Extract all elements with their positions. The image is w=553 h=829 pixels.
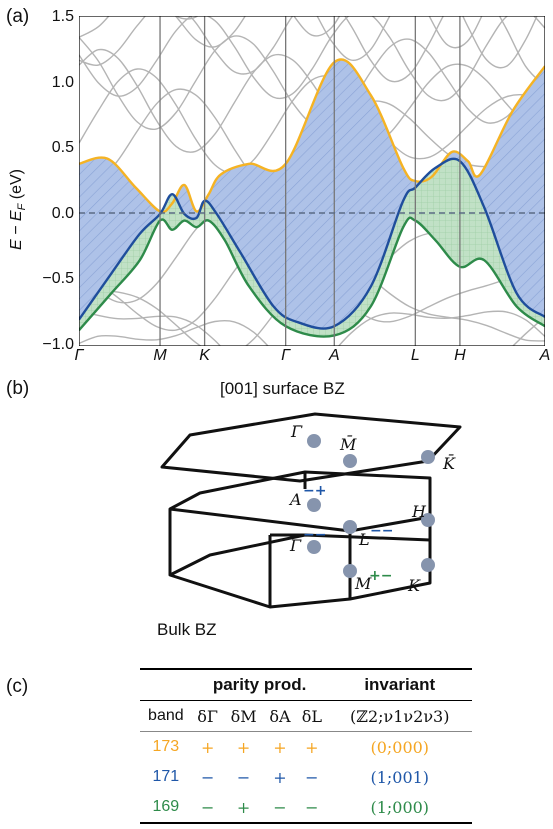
parity-cell: − xyxy=(305,797,319,817)
parity-cell: + xyxy=(236,797,251,817)
background-band-line xyxy=(79,68,545,174)
table-row: 173 + + + + (0;000) xyxy=(140,732,472,763)
label-gamma: Γ xyxy=(289,536,302,555)
background-band-line xyxy=(79,16,483,49)
header-invariant: invariant xyxy=(364,675,436,694)
parity-cell: + xyxy=(273,737,287,757)
invariant-cell: (1;001) xyxy=(370,767,430,787)
point-gamma xyxy=(307,540,321,554)
label-gamma-bar: Γ̄ xyxy=(290,422,303,441)
label-h: H xyxy=(411,502,427,521)
invariant-cell: (0;000) xyxy=(370,737,430,757)
point-m xyxy=(343,564,357,578)
background-band-line xyxy=(79,16,545,102)
point-gamma-bar xyxy=(307,434,321,448)
y-tick-label: 1.0 xyxy=(51,74,74,91)
band-line-169 xyxy=(79,216,545,338)
point-h xyxy=(421,513,435,527)
x-tick-label: L xyxy=(410,347,420,364)
col-delta-l: δL xyxy=(301,706,322,726)
point-a xyxy=(307,498,321,512)
y-axis-label: E − EF (eV) xyxy=(8,169,29,250)
background-band-line xyxy=(79,16,545,87)
point-l xyxy=(343,520,357,534)
col-invariant: (ℤ2;ν1ν2ν3) xyxy=(350,706,450,726)
table-row: 169 − + − − (1;000) xyxy=(140,792,472,823)
background-band-line xyxy=(79,16,538,69)
surface-bz-title: [001] surface BZ xyxy=(220,379,345,398)
x-tick-label: Γ xyxy=(74,347,84,364)
x-tick-label: A xyxy=(328,347,340,364)
parity-cell: + xyxy=(200,737,215,757)
background-band-line xyxy=(79,48,545,153)
background-band-line xyxy=(79,309,545,346)
y-tick-label: −1.0 xyxy=(42,336,74,353)
y-tick-label: 1.5 xyxy=(51,8,74,25)
x-tick-label: K xyxy=(199,347,210,364)
parity-a: −+ xyxy=(303,483,326,499)
parity-cell: + xyxy=(273,767,287,787)
col-delta-m: δM xyxy=(230,706,257,726)
x-tick-label: Γ xyxy=(281,347,291,364)
band-number: 173 xyxy=(152,738,180,755)
panel-c-label: (c) xyxy=(6,676,29,697)
point-m-bar xyxy=(343,454,357,468)
band-171-region xyxy=(79,158,545,337)
background-band-line xyxy=(79,316,545,346)
parity-l: −− xyxy=(370,523,393,539)
label-m: M xyxy=(354,574,372,593)
parity-cell: − xyxy=(273,797,287,817)
y-tick-label: 0.0 xyxy=(51,205,74,222)
parity-gamma: −− xyxy=(303,527,326,543)
col-delta-a: δA xyxy=(269,706,291,726)
col-delta-gamma: δΓ xyxy=(197,706,218,726)
parity-table: parity prod. invariant band δΓ δM δA δL … xyxy=(140,668,472,824)
band-line-171 xyxy=(79,157,545,330)
band-structure-plot xyxy=(79,16,545,346)
parity-cell: + xyxy=(305,737,319,757)
x-tick-label: M xyxy=(153,347,167,364)
parity-cell: − xyxy=(236,767,251,787)
label-k: K xyxy=(407,576,421,595)
bulk-bz-title: Bulk BZ xyxy=(157,620,217,639)
point-k xyxy=(421,558,435,572)
x-tick-label: H xyxy=(454,347,466,364)
y-tick-label: −0.5 xyxy=(42,270,74,287)
col-band: band xyxy=(148,707,184,724)
panel-b-label: (b) xyxy=(6,378,30,399)
brillouin-zone-diagram: Γ̄ M̄ K̄ A Γ L M H K −+ −− −− +− xyxy=(160,412,462,609)
label-a: A xyxy=(288,490,302,509)
point-k-bar xyxy=(421,450,435,464)
header-parity: parity prod. xyxy=(212,675,307,694)
invariant-cell: (1;000) xyxy=(370,797,430,817)
label-l: L xyxy=(358,530,370,549)
parity-cell: + xyxy=(236,737,251,757)
table-row: 171 − − + − (1;001) xyxy=(140,762,472,792)
panel-a-label: (a) xyxy=(6,6,30,27)
parity-cell: − xyxy=(305,767,319,787)
parity-cell: − xyxy=(200,767,215,787)
y-tick-label: 0.5 xyxy=(51,139,74,156)
parity-cell: − xyxy=(200,797,215,817)
band-number: 169 xyxy=(152,798,180,815)
band-173-region xyxy=(79,59,545,337)
label-m-bar: M̄ xyxy=(339,433,357,454)
parity-m: +− xyxy=(369,568,392,584)
band-line-173 xyxy=(79,58,545,214)
label-k-bar: K̄ xyxy=(442,452,456,473)
x-tick-label: A xyxy=(539,347,551,364)
band-number: 171 xyxy=(152,768,180,785)
bulk-bz-bottom xyxy=(168,533,432,609)
